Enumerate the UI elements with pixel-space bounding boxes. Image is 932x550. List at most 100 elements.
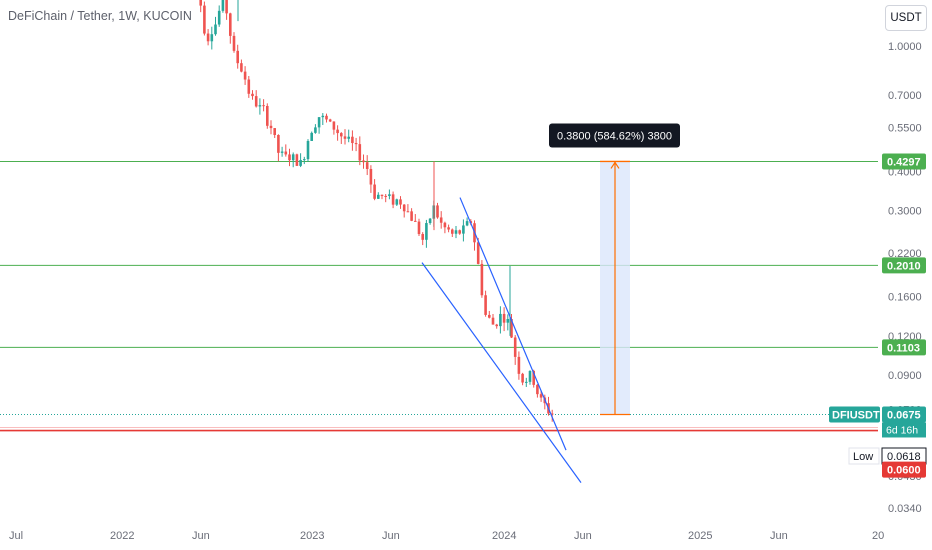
level-price-tag-text: 0.1103	[887, 342, 920, 354]
x-tick-label: Jun	[770, 530, 788, 542]
candle-body	[417, 221, 421, 235]
currency-button[interactable]: USDT	[885, 5, 927, 31]
wedge-upper-line	[459, 197, 567, 451]
x-tick-label: Jun	[574, 530, 592, 542]
support-price-tag-box	[882, 461, 926, 478]
candle-body	[428, 218, 432, 224]
candle-body	[550, 413, 554, 415]
last-price-tag-text: 0.0675	[887, 409, 921, 421]
low-label-box	[848, 447, 880, 465]
candle-body	[288, 154, 291, 161]
candle-body	[495, 324, 498, 327]
candle-body	[210, 34, 214, 42]
y-tick-label: 0.0340	[888, 503, 922, 515]
last-price-tag-box	[882, 406, 926, 423]
candle-body	[406, 211, 410, 213]
candle-body	[310, 132, 313, 141]
candle-body	[369, 168, 373, 185]
candle-body	[377, 194, 380, 199]
candle-body	[284, 151, 288, 155]
candle-body	[451, 229, 454, 234]
candle-body	[476, 242, 480, 264]
candle-body	[513, 337, 517, 357]
candle-body	[510, 319, 513, 338]
chart-title: DeFiChain / Tether, 1W, KUCOIN	[8, 9, 192, 23]
candle-body	[410, 211, 413, 221]
candle-body	[480, 263, 484, 296]
level-price-tag: 0.2010	[882, 257, 926, 274]
candle-body	[347, 136, 350, 139]
candle-body	[488, 314, 491, 318]
candle-body	[502, 313, 506, 323]
symbol-tag-text: DFIUSDT	[832, 409, 880, 421]
candle-body	[328, 119, 332, 122]
candle-body	[354, 143, 358, 145]
candle-body	[462, 225, 465, 234]
candle-body	[362, 160, 365, 163]
countdown-text: 6d 16h	[886, 424, 918, 436]
candle-body	[439, 217, 443, 223]
candle-body	[539, 394, 543, 398]
candle-body	[358, 144, 362, 161]
candle-body	[306, 140, 310, 160]
candle-body	[517, 356, 521, 374]
candle-body	[365, 162, 369, 169]
candle-body	[525, 381, 528, 383]
candle-body	[225, 0, 228, 14]
level-price-tag-text: 0.4297	[887, 156, 921, 168]
x-tick-label: 2025	[688, 530, 712, 542]
candle-body	[203, 5, 206, 34]
x-tick-label: Jun	[192, 530, 210, 542]
candle-body	[414, 220, 417, 222]
level-price-tag-box	[882, 257, 926, 274]
candle-body	[229, 13, 232, 36]
candle-body	[373, 184, 376, 199]
candle-body	[269, 125, 273, 129]
wedge-lower-line	[421, 262, 582, 483]
y-tick-label: 0.3000	[888, 206, 922, 218]
candle-body	[303, 159, 306, 161]
level-price-tag-box	[882, 339, 926, 356]
x-tick-label: 2024	[492, 530, 516, 542]
candle-body	[536, 384, 539, 395]
candle-body	[384, 195, 387, 197]
candle-body	[317, 117, 321, 128]
candle-body	[273, 128, 276, 135]
support-price-tag-text: 0.0600	[887, 465, 921, 477]
candle-body	[262, 105, 265, 107]
y-tick-label: 0.7000	[888, 90, 922, 102]
measure-arrow-head	[610, 161, 620, 169]
candle-body	[258, 105, 262, 107]
candle-body	[465, 221, 469, 226]
level-price-tag: 0.4297	[882, 153, 926, 170]
x-tick-label: 2022	[110, 530, 134, 542]
candle-body	[454, 230, 458, 234]
candle-body	[399, 199, 402, 205]
low-label: Low	[853, 451, 873, 463]
y-tick-label: 0.5500	[888, 123, 922, 135]
candle-body	[499, 313, 502, 327]
candle-body	[206, 33, 210, 42]
candle-body	[221, 0, 225, 11]
candle-body	[491, 317, 495, 325]
low-price-text: 0.0618	[887, 451, 921, 463]
candle-body	[391, 194, 395, 205]
x-tick-label: Jun	[382, 530, 400, 542]
candle-body	[254, 96, 258, 107]
level-price-tag-box	[882, 153, 926, 170]
candle-body	[277, 134, 280, 153]
y-tick-label: 0.2200	[888, 248, 922, 260]
countdown-box	[882, 422, 926, 438]
candle-body	[214, 24, 217, 35]
candle-body	[199, 0, 202, 6]
candle-body	[506, 319, 510, 323]
candle-body	[240, 63, 243, 72]
candle-body	[421, 234, 424, 240]
candle-body	[458, 230, 461, 234]
candle-body	[395, 199, 399, 205]
candle-body	[336, 129, 339, 134]
candle-body	[232, 35, 236, 51]
last-price-tag: 0.0675	[882, 406, 926, 423]
candle-body	[332, 121, 336, 130]
